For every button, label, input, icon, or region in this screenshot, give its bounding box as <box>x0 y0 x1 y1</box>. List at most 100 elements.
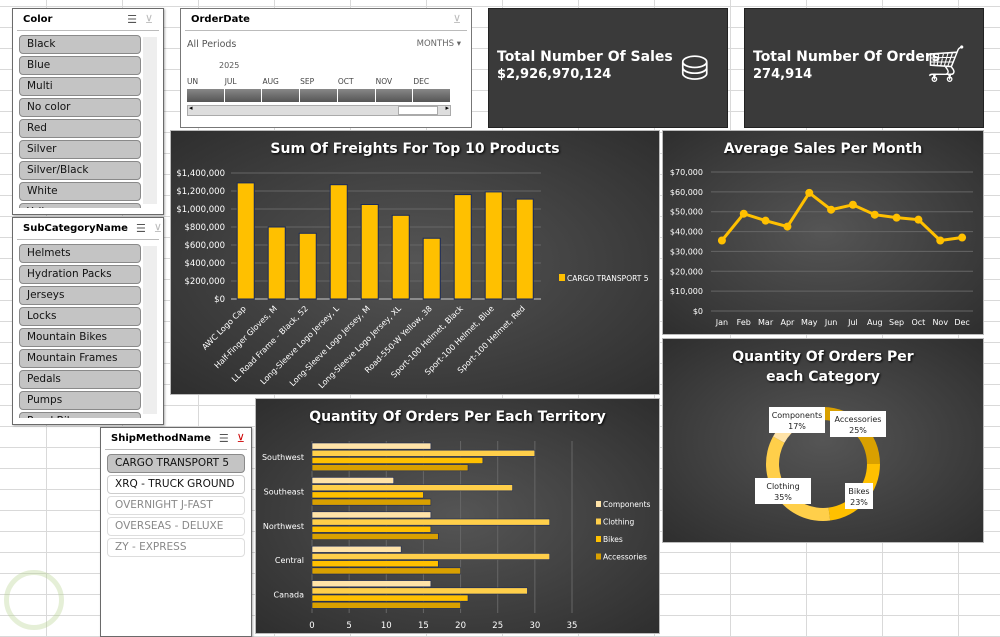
slicer-item[interactable]: Multi <box>19 77 141 96</box>
multi-select-icon[interactable]: ☰ <box>135 222 146 235</box>
slicer-item[interactable]: Jerseys <box>19 286 141 305</box>
slicer-item[interactable]: Pedals <box>19 370 141 389</box>
scroll-left-icon[interactable]: ◂ <box>189 104 193 112</box>
legend-label: CARGO TRANSPORT 5 <box>567 274 649 283</box>
legend-swatch <box>596 518 601 525</box>
timeline-month[interactable]: JUL <box>224 77 263 102</box>
bar <box>329 184 348 300</box>
x-tick-label: Apr <box>780 318 795 327</box>
legend-swatch <box>596 501 601 507</box>
scrollbar[interactable] <box>143 246 157 414</box>
month-label: DEC <box>413 77 430 86</box>
timeline-month[interactable]: UN <box>187 77 225 102</box>
month-bar <box>300 89 337 102</box>
shopping-cart-icon: 🛒︎ <box>923 44 969 85</box>
slicer-item[interactable]: No color <box>19 98 141 117</box>
slicer-item[interactable]: Silver <box>19 140 141 159</box>
chart-canvas: $0 $200,000 $400,000 $600,000 $800,000 $1,000… <box>176 169 649 390</box>
territory-bar-chart: Quantity Of Orders Per Each Territory 0 5… <box>255 398 660 634</box>
x-tick-label: 5 <box>346 621 351 631</box>
month-bar <box>337 89 375 102</box>
bar <box>311 545 402 553</box>
kpi-total-orders: Total Number Of Orders 274,914 🛒︎ <box>744 8 984 128</box>
slicer-item[interactable]: Silver/Black <box>19 161 141 180</box>
x-tick-label: May <box>801 318 818 327</box>
y-tick-label: Northwest <box>263 522 304 531</box>
timeline-month[interactable]: SEP <box>300 77 338 102</box>
slicer-item[interactable]: Blue <box>19 56 141 75</box>
slicer-item[interactable]: Black <box>19 35 141 54</box>
data-point <box>870 210 879 219</box>
chart-title: Quantity Of Orders Per each Category <box>732 349 914 385</box>
bar <box>311 491 424 499</box>
x-tick-label: Nov <box>932 318 948 327</box>
slicer-item[interactable]: Locks <box>19 307 141 326</box>
slicer-title: SubCategoryName <box>23 223 128 234</box>
multi-select-icon[interactable]: ☰ <box>127 13 137 26</box>
bar <box>515 198 534 300</box>
y-tick-label: $400,000 <box>184 259 225 269</box>
bar <box>311 484 513 492</box>
bar <box>311 449 536 457</box>
donut-slice <box>828 464 880 521</box>
slicer-item[interactable]: White <box>19 182 141 201</box>
data-point <box>892 213 901 222</box>
timeline-month[interactable]: OCT <box>337 77 376 102</box>
slicer-item[interactable]: OVERNIGHT J-FAST <box>107 496 245 515</box>
x-tick-label: 20 <box>455 621 466 631</box>
slicer-item[interactable]: Helmets <box>19 244 141 263</box>
data-label-name: Accessories <box>835 415 882 424</box>
slicer-item[interactable]: ZY - EXPRESS <box>107 538 245 557</box>
slicer-item[interactable]: Pumps <box>19 391 141 410</box>
kpi-value: 274,914 <box>753 67 813 82</box>
x-tick-label: Jul <box>847 318 858 327</box>
clear-filter-icon[interactable]: ⊻ <box>144 13 153 26</box>
data-point <box>783 222 792 231</box>
time-level-dropdown[interactable]: MONTHS ▾ <box>417 39 461 49</box>
subcategory-slicer: SubCategoryName ☰ ⊻ Helmets Hydration Pac… <box>12 217 164 425</box>
slicer-item[interactable]: Hydration Packs <box>19 265 141 284</box>
slicer-item[interactable]: Red <box>19 119 141 138</box>
data-point <box>827 205 836 214</box>
slicer-header: ShipMethodName ☰ ⊻ <box>105 428 247 450</box>
clear-filter-icon[interactable]: ⊻ <box>452 13 461 26</box>
slicer-item[interactable]: CARGO TRANSPORT 5 <box>107 454 245 473</box>
bar <box>311 601 461 609</box>
scroll-thumb[interactable] <box>398 106 438 115</box>
slicer-item[interactable]: Road Bikes <box>19 412 141 418</box>
timeline-month[interactable]: NOV <box>375 77 414 102</box>
clear-filter-icon[interactable]: ⊻ <box>153 222 162 235</box>
bar <box>311 477 395 484</box>
clear-filter-icon[interactable]: ⊻ <box>236 432 245 445</box>
slicer-item[interactable]: Yellow <box>19 203 141 208</box>
multi-select-icon[interactable]: ☰ <box>218 432 229 445</box>
bar <box>311 464 469 472</box>
category-donut-chart: Quantity Of Orders Per each Category Acc… <box>662 338 984 543</box>
scrollbar[interactable] <box>143 37 157 204</box>
timeline-title: OrderDate <box>191 14 250 25</box>
timeline-scrollbar[interactable]: ◂ ▸ <box>187 104 451 116</box>
slicer-items: Black Blue Multi No color Red Silver Silver/Bl… <box>19 35 141 208</box>
slicer-item[interactable]: Mountain Bikes <box>19 328 141 347</box>
slicer-item[interactable]: XRQ - TRUCK GROUND <box>107 475 245 494</box>
timeline-header: OrderDate ⊻ <box>185 9 467 31</box>
bar <box>484 191 503 300</box>
slicer-header: Color ☰ ⊻ <box>17 9 159 31</box>
month-label: OCT <box>337 77 354 86</box>
timeline-month[interactable]: DEC <box>413 77 451 102</box>
month-bar <box>187 89 224 102</box>
time-level-value: MONTHS <box>416 39 455 49</box>
legend-swatch <box>596 536 601 542</box>
data-point <box>936 236 945 245</box>
slicer-item[interactable]: OVERSEAS - DELUXE <box>107 517 245 536</box>
timeline-month[interactable]: AUG <box>262 77 300 102</box>
data-label-box <box>769 407 825 433</box>
month-label: JUL <box>224 77 237 86</box>
data-point <box>848 200 857 209</box>
month-label: NOV <box>375 77 393 86</box>
kpi-total-sales: Total Number Of Sales $2,926,970,124 ⛁ <box>488 8 728 128</box>
scroll-right-icon[interactable]: ▸ <box>445 104 449 112</box>
bar <box>298 232 317 300</box>
slicer-item[interactable]: Mountain Frames <box>19 349 141 368</box>
x-tick-label: 10 <box>381 621 392 631</box>
